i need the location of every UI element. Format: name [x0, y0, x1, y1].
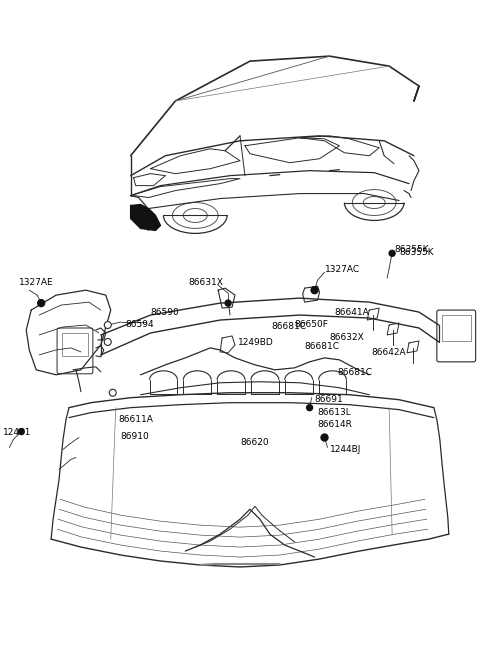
Text: 86355K: 86355K [399, 248, 434, 257]
Text: 86611A: 86611A [119, 415, 154, 424]
Text: 86641A: 86641A [335, 308, 369, 317]
Text: 1249BD: 1249BD [238, 338, 274, 347]
Circle shape [18, 428, 24, 434]
FancyBboxPatch shape [57, 328, 93, 374]
Bar [442, 315, 471, 341]
Text: 86355K: 86355K [394, 246, 429, 254]
Circle shape [307, 405, 312, 411]
Circle shape [225, 300, 231, 306]
Text: 86620: 86620 [240, 438, 269, 447]
Text: 12441: 12441 [3, 428, 32, 437]
Circle shape [321, 434, 328, 441]
Circle shape [37, 299, 45, 307]
Circle shape [104, 322, 111, 329]
Circle shape [311, 287, 318, 293]
Text: 86681C: 86681C [305, 342, 340, 351]
Circle shape [389, 250, 395, 256]
Text: 86594: 86594 [126, 320, 154, 329]
Text: 86631X: 86631X [188, 278, 223, 287]
Text: 86691: 86691 [314, 395, 343, 403]
Text: 86614R: 86614R [318, 420, 352, 428]
Text: 86681C: 86681C [272, 322, 307, 331]
Text: 86650F: 86650F [295, 320, 328, 329]
Circle shape [109, 389, 116, 396]
Text: 1244BJ: 1244BJ [329, 445, 361, 453]
Bar [62, 333, 88, 356]
Text: 86590: 86590 [151, 308, 179, 317]
Text: 86632X: 86632X [329, 333, 364, 342]
FancyBboxPatch shape [437, 310, 476, 362]
Text: 86642A: 86642A [371, 348, 406, 357]
Text: 1327AC: 1327AC [324, 265, 360, 274]
Text: 86910: 86910 [120, 432, 149, 441]
Text: 1327AE: 1327AE [19, 278, 54, 287]
Text: 86613L: 86613L [318, 407, 351, 417]
Circle shape [104, 339, 111, 345]
Polygon shape [131, 204, 160, 231]
Text: 86681C: 86681C [337, 368, 372, 377]
